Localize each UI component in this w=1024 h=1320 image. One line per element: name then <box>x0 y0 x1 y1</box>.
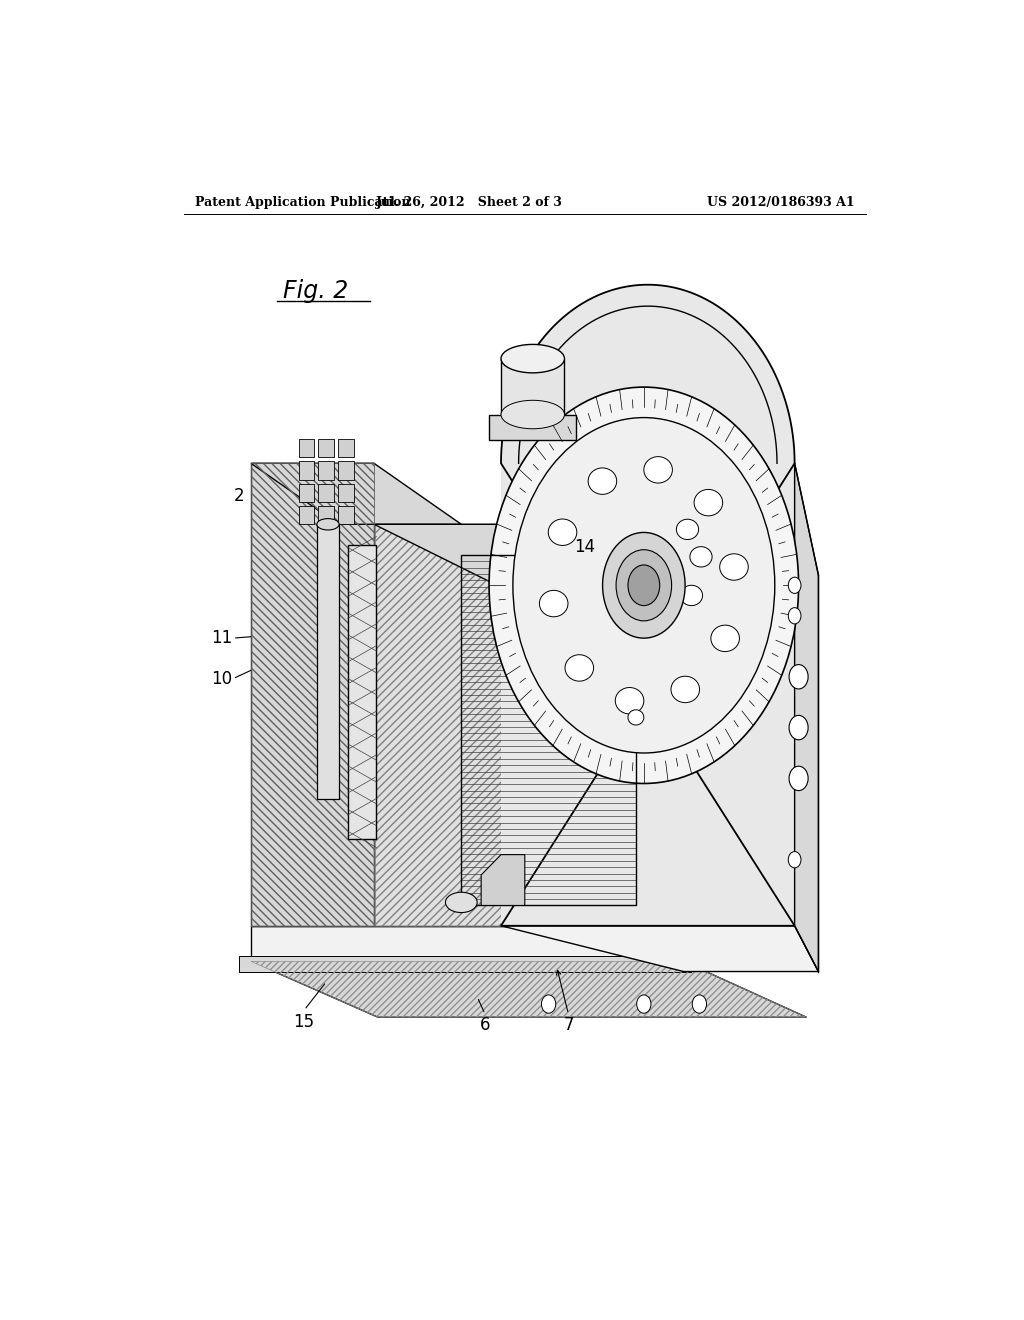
Bar <box>338 440 354 457</box>
Ellipse shape <box>694 490 723 516</box>
Ellipse shape <box>615 688 644 714</box>
Text: 7: 7 <box>563 1016 573 1035</box>
Polygon shape <box>795 463 818 972</box>
Text: 1: 1 <box>563 317 574 335</box>
Bar <box>299 461 314 479</box>
Ellipse shape <box>711 626 739 652</box>
Text: 10: 10 <box>211 669 232 688</box>
Bar <box>338 461 354 479</box>
Ellipse shape <box>501 345 564 372</box>
Text: Patent Application Publication: Patent Application Publication <box>196 195 411 209</box>
Ellipse shape <box>671 676 699 702</box>
Ellipse shape <box>501 400 564 429</box>
Bar <box>299 506 314 524</box>
Polygon shape <box>374 524 684 925</box>
Circle shape <box>790 664 808 689</box>
Ellipse shape <box>445 892 477 912</box>
Polygon shape <box>374 524 807 585</box>
Text: 6: 6 <box>480 1016 490 1035</box>
Bar <box>318 506 334 524</box>
Ellipse shape <box>680 585 702 606</box>
Polygon shape <box>251 925 684 961</box>
Ellipse shape <box>588 467 616 495</box>
Circle shape <box>788 577 801 594</box>
Text: Jul. 26, 2012   Sheet 2 of 3: Jul. 26, 2012 Sheet 2 of 3 <box>376 195 562 209</box>
Circle shape <box>513 417 775 752</box>
Circle shape <box>692 995 707 1014</box>
Ellipse shape <box>720 554 749 581</box>
Bar <box>501 359 564 414</box>
Polygon shape <box>240 956 691 972</box>
Bar <box>318 483 334 502</box>
Polygon shape <box>481 854 524 906</box>
Circle shape <box>602 532 685 638</box>
Bar <box>338 506 354 524</box>
Ellipse shape <box>644 457 673 483</box>
Circle shape <box>616 549 672 620</box>
Text: 2: 2 <box>233 487 245 504</box>
Text: Fig. 2: Fig. 2 <box>283 279 348 302</box>
Polygon shape <box>251 463 374 925</box>
Bar <box>348 545 377 840</box>
Bar <box>316 524 339 799</box>
Bar <box>338 483 354 502</box>
Bar <box>299 483 314 502</box>
Ellipse shape <box>316 519 339 531</box>
Polygon shape <box>251 463 461 524</box>
Bar <box>299 440 314 457</box>
Bar <box>318 461 334 479</box>
Text: 15: 15 <box>294 1014 314 1031</box>
Circle shape <box>637 995 651 1014</box>
Circle shape <box>542 995 556 1014</box>
Polygon shape <box>501 925 818 972</box>
Ellipse shape <box>540 590 568 616</box>
Polygon shape <box>501 285 795 925</box>
Circle shape <box>790 715 808 739</box>
Circle shape <box>489 387 799 784</box>
Ellipse shape <box>690 546 712 568</box>
Text: US 2012/0186393 A1: US 2012/0186393 A1 <box>707 195 854 209</box>
Ellipse shape <box>548 519 577 545</box>
Circle shape <box>628 565 659 606</box>
Polygon shape <box>501 463 795 925</box>
Ellipse shape <box>628 710 644 725</box>
Polygon shape <box>251 961 807 1018</box>
Text: 11: 11 <box>211 630 232 647</box>
Bar <box>489 414 577 440</box>
Bar <box>318 440 334 457</box>
Circle shape <box>790 766 808 791</box>
Circle shape <box>788 607 801 624</box>
Ellipse shape <box>677 519 698 540</box>
Circle shape <box>788 851 801 867</box>
Text: 14: 14 <box>573 537 595 556</box>
Ellipse shape <box>565 655 594 681</box>
